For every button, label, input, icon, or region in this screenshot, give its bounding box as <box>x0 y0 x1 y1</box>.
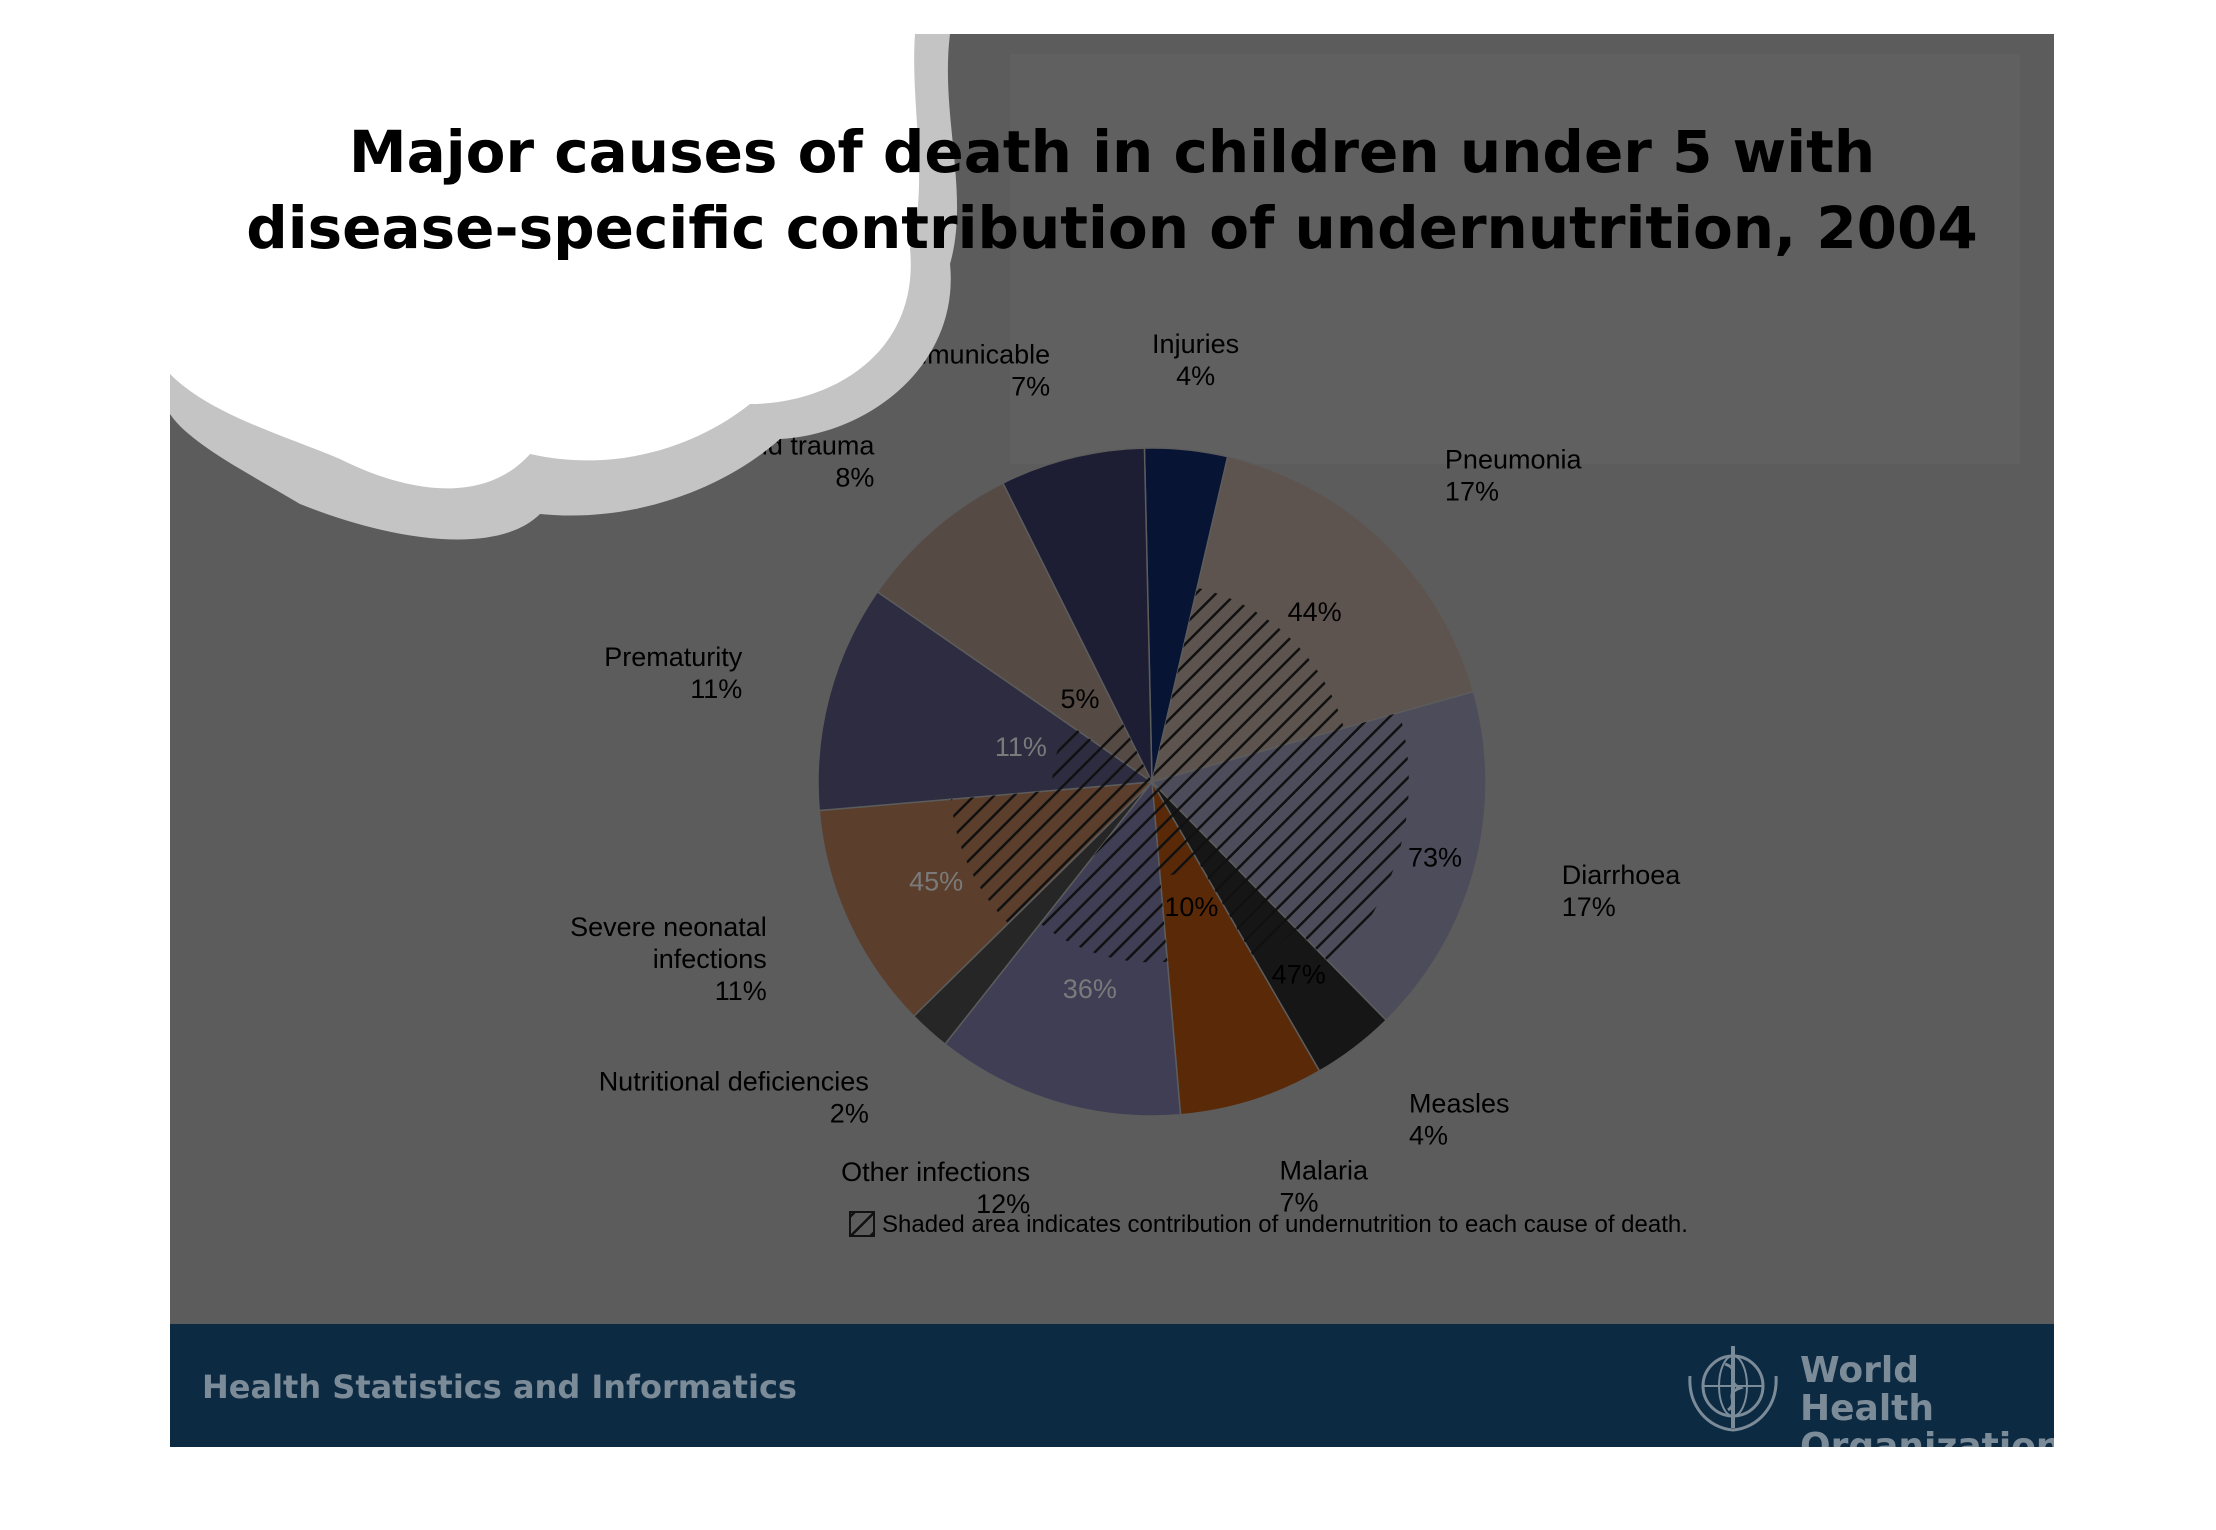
who-name: World Health Organization <box>1800 1350 2054 1448</box>
slice-label-pneumonia: Pneumonia 17% <box>1445 444 1583 506</box>
slice-label-line: infections <box>653 944 767 974</box>
footer-text: Health Statistics and Informatics <box>202 1368 797 1406</box>
undernutrition-hatch-other-infections <box>1040 782 1168 963</box>
slice-label-measles: Measles 4% <box>1409 1088 1510 1150</box>
slice-label-line: 17% <box>1445 476 1499 506</box>
undernutrition-label-other-infections: 36% <box>1063 974 1117 1004</box>
undernutrition-labels: 44% 73% 47% 10% 36% 45% 11% 5% <box>909 597 1462 1004</box>
slice-label-line: Prematurity <box>604 642 743 672</box>
slice-label-line: 11% <box>690 674 742 704</box>
slice-label-prematurity: Prematurity 11% <box>604 642 743 704</box>
slice-label-other-infections: Other infections 12% <box>841 1157 1030 1219</box>
undernutrition-label-birth-asphyxia-and-trauma: 5% <box>1060 684 1099 714</box>
undernutrition-hatch-malaria <box>1152 782 1200 877</box>
undernutrition-hatch-pneumonia <box>1152 587 1344 782</box>
slice-label-line: Diarrhoea <box>1562 860 1682 890</box>
slice-label-malaria: Malaria 7% <box>1279 1155 1369 1217</box>
slice-label-line: Other infections <box>841 1157 1030 1187</box>
slice-label-injuries: Injuries 4% <box>1152 329 1239 391</box>
pie-slice-birth-asphyxia-and-trauma <box>876 482 1153 783</box>
slice-label-line: 12% <box>976 1189 1030 1219</box>
who-emblem-icon <box>1688 1346 1778 1432</box>
slice-label-line: Pneumonia <box>1445 444 1583 474</box>
slice-label-line: 17% <box>1562 892 1616 922</box>
slice-label-line: Severe neonatal <box>570 912 767 942</box>
undernutrition-label-diarrhoea: 73% <box>1408 842 1462 872</box>
slice-label-line: 7% <box>1279 1187 1318 1217</box>
undernutrition-hatch-measles <box>1152 782 1297 961</box>
slice-label-line: 4% <box>1176 361 1215 391</box>
slice-label-line: Nutritional deficiencies <box>599 1067 869 1097</box>
legend-hatch-swatch <box>849 1211 875 1237</box>
undernutrition-label-measles: 47% <box>1272 960 1326 990</box>
undernutrition-label-pneumonia: 44% <box>1288 597 1342 627</box>
undernutrition-hatch-prematurity <box>1052 725 1152 791</box>
pie-chart: 44%73%47%10%36%45%11%5% Injuries 4%Pneumo… <box>170 34 2020 1238</box>
slide: Major causes of death in children under … <box>170 34 2054 1447</box>
legend: Shaded area indicates contribution of un… <box>849 1211 1688 1238</box>
slice-label-line: Injuries <box>1152 329 1239 359</box>
undernutrition-label-prematurity: 11% <box>995 732 1047 762</box>
slice-label-line: Malaria <box>1279 1155 1369 1185</box>
slice-label-severe-neonatal-infections: Severe neonatal infections 11% <box>570 912 767 1006</box>
slice-label-line: Measles <box>1409 1088 1510 1118</box>
slice-label-line: 11% <box>715 976 767 1006</box>
chart-title-line-1: Major causes of death in children under … <box>348 118 1876 186</box>
undernutrition-hatches <box>951 587 1409 966</box>
org-name-line-1: World Health <box>1800 1350 1935 1429</box>
footer-bar: Health Statistics and Informatics World … <box>170 1324 2054 1447</box>
slice-label-line: 7% <box>1011 371 1050 401</box>
slice-label-diarrhoea: Diarrhoea 17% <box>1562 860 1682 922</box>
pie-slice-non-communicable <box>1001 447 1153 783</box>
undernutrition-hatch-severe-neonatal-infections <box>951 782 1152 924</box>
undernutrition-label-malaria: 10% <box>1164 892 1218 922</box>
undernutrition-hatch-birth-asphyxia-and-trauma <box>1096 721 1152 782</box>
chart-title: Major causes of death in children under … <box>170 114 2054 266</box>
cloud-overlay <box>170 34 958 540</box>
slice-label-line: 2% <box>830 1099 869 1129</box>
slice-label-line: 8% <box>835 463 874 493</box>
org-name-line-2: Organization <box>1800 1426 2054 1448</box>
background-map-panel <box>1010 54 2020 464</box>
slice-label-nutritional-deficiencies: Nutritional deficiencies 2% <box>599 1067 869 1129</box>
undernutrition-hatch-diarrhoea <box>1152 712 1409 966</box>
undernutrition-label-severe-neonatal-infections: 45% <box>909 866 963 896</box>
chart-title-line-2: disease-specific contribution of undernu… <box>246 194 1978 262</box>
slice-label-line: 4% <box>1409 1120 1448 1150</box>
legend-note: Shaded area indicates contribution of un… <box>882 1211 1688 1238</box>
